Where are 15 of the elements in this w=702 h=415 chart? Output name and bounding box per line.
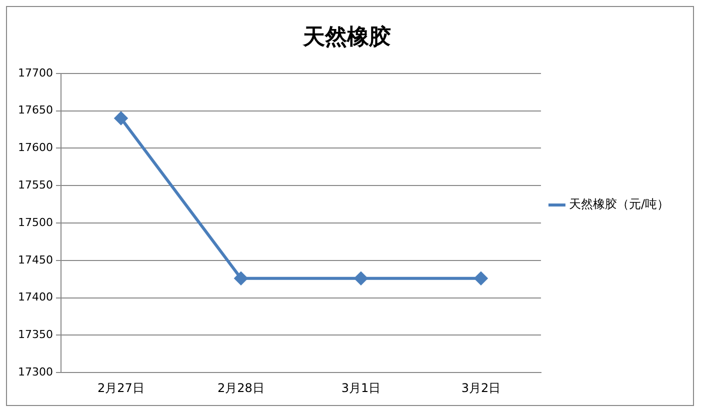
y-tick-label: 17300 xyxy=(18,365,53,378)
y-tick-label: 17700 xyxy=(18,66,53,80)
x-tick-label: 3月2日 xyxy=(461,380,501,395)
legend-label: 天然橡胶（元/吨） xyxy=(568,197,670,212)
x-tick-label: 3月1日 xyxy=(341,380,381,395)
y-tick-label: 17500 xyxy=(18,216,53,229)
y-tick-label: 17350 xyxy=(18,328,53,342)
y-tick-label: 17650 xyxy=(18,104,53,117)
x-tick-label: 2月28日 xyxy=(218,380,264,395)
x-tick-label: 2月27日 xyxy=(98,380,144,395)
y-tick-label: 17400 xyxy=(18,290,53,304)
chart-title: 天然橡胶 xyxy=(302,24,391,50)
y-tick-label: 17600 xyxy=(18,141,53,154)
y-tick-label: 17550 xyxy=(18,178,53,192)
y-tick-label: 17450 xyxy=(18,253,53,266)
